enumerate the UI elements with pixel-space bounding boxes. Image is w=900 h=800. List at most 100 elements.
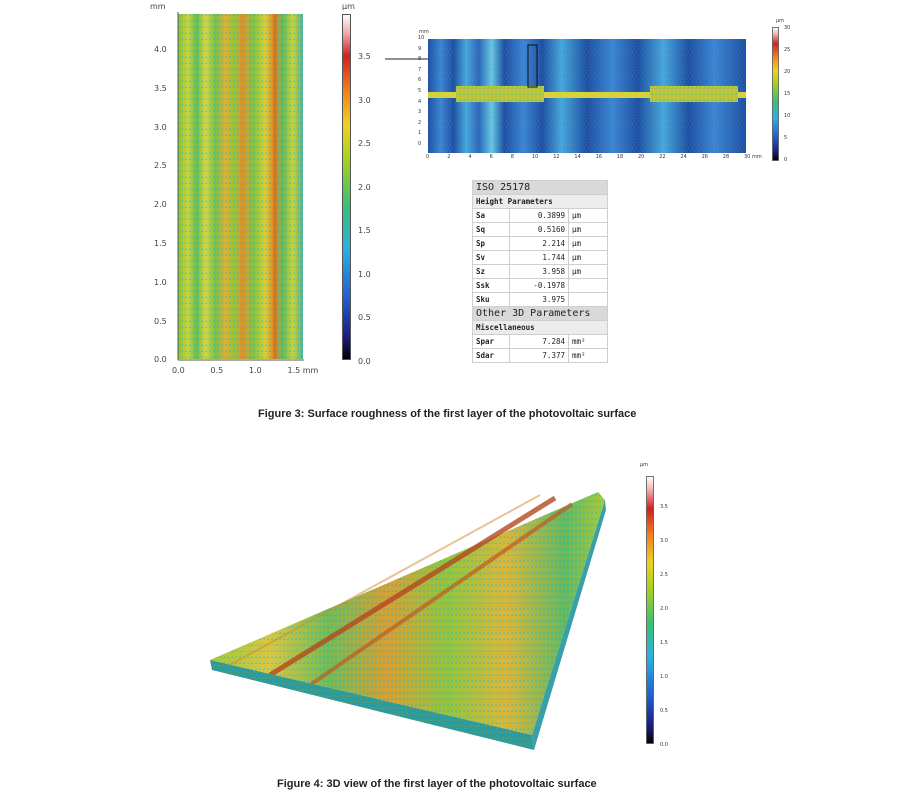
overview-colorbar-tick: 5 — [784, 135, 788, 141]
map-y-tick: 1.0 — [154, 277, 167, 287]
iso-cell-name: Sq — [472, 222, 510, 237]
figure4-caption: Figure 4: 3D view of the first layer of … — [277, 778, 597, 790]
overview-colorbar-tick: 15 — [784, 91, 791, 97]
iso-row: Sku 3.975 — [472, 292, 608, 307]
iso-cell-unit: µm — [568, 208, 608, 223]
overview-colorbar-tick: 10 — [784, 113, 791, 119]
overview-x-tick: 14 — [574, 154, 581, 160]
figure3-roughness-map: mm 4.0 3.5 3.0 2.5 2.0 1.5 1.0 0.5 0.0 0.0 0.5 1.0… — [150, 0, 330, 380]
overview-y-tick: 2 — [418, 119, 422, 126]
iso-cell-name: Sku — [472, 292, 510, 307]
overview-colorbar-tick: 0 — [784, 157, 788, 163]
iso-cell-value: 0.5160 — [509, 222, 569, 237]
iso-cell-value: 0.3899 — [509, 208, 569, 223]
overview-x-tick: 30 mm — [744, 154, 762, 160]
overview-colorbar-tick: 30 — [784, 25, 791, 31]
iso25178-table: ISO 25178 Height Parameters Sa 0.3899 µm Sq… — [472, 180, 608, 363]
iso-row: Sa 0.3899 µm — [472, 208, 608, 223]
fig4-colorbar-gradient — [646, 476, 654, 744]
overview-x-tick: 28 — [722, 154, 730, 160]
colorbar-tick: 0.0 — [358, 356, 371, 366]
iso-cell-unit: mm² — [568, 334, 608, 349]
overview-x-tick: 12 — [553, 154, 560, 160]
iso-cell-name: Spar — [472, 334, 510, 349]
iso-cell-unit: µm — [568, 250, 608, 265]
figure3-colorbar: µm 3.5 3.0 2.5 2.0 1.5 1.0 0.5 0.0 — [338, 0, 388, 380]
iso-row: Sz 3.958 µm — [472, 264, 608, 279]
iso-cell-value: -0.1978 — [509, 278, 569, 293]
overview-x-tick: 16 — [595, 154, 602, 160]
map-y-tick: 3.0 — [154, 122, 167, 132]
overview-x-tick: 24 — [680, 154, 687, 160]
map-y-tick: 3.5 — [154, 83, 167, 93]
iso-cell-name: Sdar — [472, 348, 510, 363]
overview-x-tick: 18 — [616, 154, 624, 160]
fig4-colorbar-tick: 3.5 — [660, 504, 668, 510]
overview-x-tick: 0 — [426, 154, 430, 160]
iso-cell-value: 7.377 — [509, 348, 569, 363]
overview-y-unit: mm — [419, 29, 429, 35]
iso-cell-unit — [568, 292, 608, 307]
roughness-map-image — [178, 14, 303, 359]
overview-y-tick: 5 — [418, 88, 422, 94]
iso-misc: Miscellaneous — [472, 320, 608, 335]
colorbar-tick: 3.5 — [358, 52, 371, 61]
iso-cell-value: 3.958 — [509, 264, 569, 279]
iso-cell-unit: µm — [568, 222, 608, 237]
figure4-3d-surface — [210, 492, 606, 750]
fig4-colorbar-tick: 2.0 — [660, 606, 668, 612]
iso-cell-unit: µm — [568, 264, 608, 279]
fig4-colorbar-tick: 0.5 — [660, 708, 668, 714]
colorbar-tick: 3.0 — [358, 95, 371, 105]
iso-title: ISO 25178 — [472, 180, 608, 195]
figure4-colorbar: µm 3.5 3.0 2.5 2.0 1.5 1.0 0.5 0.0 — [640, 460, 700, 750]
map-y-tick: 0.5 — [154, 316, 167, 326]
overview-image — [428, 39, 746, 153]
overview-colorbar — [772, 27, 779, 161]
iso-cell-value: 3.975 — [509, 292, 569, 307]
iso-row: Sq 0.5160 µm — [472, 222, 608, 237]
overview-y-tick: 3 — [418, 109, 422, 116]
colorbar-unit: µm — [342, 2, 355, 11]
iso-cell-value: 2.214 — [509, 236, 569, 251]
fig4-colorbar-tick: 2.5 — [660, 572, 668, 578]
iso-row: Ssk -0.1978 — [472, 278, 608, 293]
map-y-tick: 4.0 — [154, 45, 167, 54]
fig4-colorbar-tick: 0.0 — [660, 742, 668, 748]
colorbar-tick: 2.5 — [358, 139, 371, 148]
map-x-tick: 1.0 — [249, 366, 262, 375]
colorbar-tick: 2.0 — [358, 182, 371, 192]
iso-cell-unit: mm² — [568, 348, 608, 363]
overview-x-tick: 4 — [468, 154, 472, 160]
iso-cell-name: Ssk — [472, 278, 510, 293]
overview-colorbar-tick: 25 — [784, 47, 791, 53]
overview-x-tick: 6 — [489, 154, 493, 160]
map-y-tick: 2.0 — [154, 200, 167, 210]
iso-row: Spar 7.284 mm² — [472, 334, 608, 349]
iso-row: Sdar 7.377 mm² — [472, 348, 608, 363]
fig4-colorbar-tick: 3.0 — [660, 538, 668, 544]
map-y-tick: 2.5 — [154, 161, 167, 171]
overview-x-tick: 22 — [659, 154, 666, 160]
overview-colorbar-unit: µm — [776, 18, 785, 24]
overview-x-tick: 2 — [447, 154, 451, 160]
overview-y-tick: 4 — [418, 98, 422, 105]
iso-row: Sp 2.214 µm — [472, 236, 608, 251]
map-y-unit: mm — [150, 2, 166, 11]
overview-x-tick: 10 — [532, 154, 539, 160]
fig4-colorbar-tick: 1.0 — [660, 674, 668, 680]
colorbar-tick: 1.0 — [358, 269, 371, 279]
figure3-overview-map: mm 10 9 8 7 6 5 4 3 2 1 0 0 2 4 6 8 10 12 14 16 18 20 22 24 26 2… — [380, 15, 800, 165]
fig4-colorbar-tick: 1.5 — [660, 640, 668, 646]
overview-y-tick: 10 — [418, 35, 425, 41]
colorbar-tick: 1.5 — [358, 226, 371, 235]
map-y-tick: 0.0 — [154, 355, 167, 365]
iso-cell-name: Sp — [472, 236, 510, 251]
overview-x-tick: 26 — [701, 154, 708, 160]
figure3-caption: Figure 3: Surface roughness of the first… — [258, 408, 637, 420]
colorbar-tick: 0.5 — [358, 313, 371, 322]
overview-y-tick: 6 — [418, 77, 422, 84]
overview-y-tick: 8 — [418, 56, 422, 63]
iso-cell-value: 1.744 — [509, 250, 569, 265]
iso-cell-value: 7.284 — [509, 334, 569, 349]
